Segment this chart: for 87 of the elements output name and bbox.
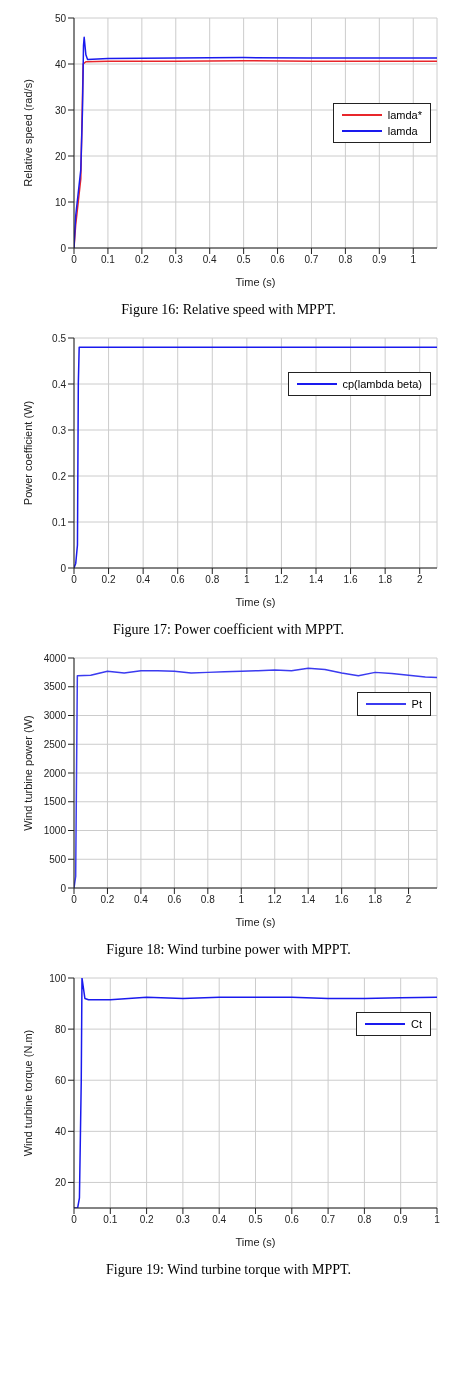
x-tick-label: 0 [71,254,78,266]
x-tick-label: 0.4 [136,574,151,586]
x-tick-label: 1 [238,894,245,906]
y-tick-label: 1500 [43,796,67,808]
y-tick-label: 0.2 [52,470,67,482]
caption: Figure 16: Relative speed with MPPT. [120,302,337,318]
y-tick-label: 500 [49,853,67,865]
x-tick-label: 0.3 [168,254,184,266]
x-tick-label: 0.1 [100,254,116,266]
x-tick-label: 0 [71,574,78,586]
x-tick-label: 1.6 [334,894,350,906]
x-tick-label: 0.8 [357,1214,372,1226]
x-tick-label: 0.8 [200,894,216,906]
x-tick-label: 1.6 [343,574,358,586]
legend-label: lamda [387,124,418,139]
x-tick-label: 0.4 [202,254,218,266]
legend-label: Ct [411,1017,422,1032]
y-tick-label: 0 [60,242,67,254]
y-tick-label: 20 [54,1176,67,1188]
legend-label: Pt [411,697,422,712]
x-tick-label: 1.8 [368,894,383,906]
x-tick-label: 1.4 [309,574,324,586]
x-tick-label: 0.2 [101,574,116,586]
x-tick-label: 2 [416,574,423,586]
y-tick-label: 2500 [43,738,67,750]
x-tick-label: 1 [434,1214,441,1226]
y-tick-label: 0 [60,882,67,894]
x-tick-label: 1.2 [274,574,289,586]
y-tick-label: 60 [54,1074,67,1086]
y-tick-label: 80 [54,1023,67,1035]
x-axis-title: Time (s) [235,916,276,928]
y-axis-title: Relative speed (rad/s) [21,79,34,187]
x-tick-label: 1.2 [267,894,283,906]
x-tick-label: 0.2 [100,894,115,906]
y-tick-label: 0.3 [52,424,67,436]
x-tick-label: 0.9 [372,254,387,266]
x-tick-label: 1.4 [301,894,316,906]
x-tick-label: 0.1 [103,1214,118,1226]
y-tick-label: 3500 [43,681,67,693]
x-tick-label: 0.4 [212,1214,227,1226]
caption: Figure 19: Wind turbine torque with MPPT. [104,1262,353,1278]
y-tick-label: 100 [49,972,67,984]
x-tick-label: 0.9 [393,1214,409,1226]
y-tick-label: 10 [54,196,67,208]
legend-label: lamda* [387,108,422,123]
x-tick-label: 0 [71,1214,78,1226]
x-tick-label: 0.2 [134,254,150,266]
x-tick-label: 0.7 [321,1214,336,1226]
x-tick-label: 0.5 [248,1214,263,1226]
x-tick-label: 0.6 [284,1214,300,1226]
x-tick-label: 1 [410,254,417,266]
y-tick-label: 0.4 [52,378,67,390]
x-tick-label: 1.8 [378,574,393,586]
y-tick-label: 30 [54,104,67,116]
y-tick-label: 20 [54,150,67,162]
y-tick-label: 1000 [43,825,67,837]
x-tick-label: 0 [71,894,78,906]
x-tick-label: 0.8 [205,574,220,586]
y-axis-title: Wind turbine power (W) [21,715,34,831]
x-tick-label: 0.2 [139,1214,154,1226]
y-tick-label: 0.5 [52,332,67,344]
x-tick-label: 0.4 [133,894,149,906]
y-tick-label: 40 [54,1125,67,1137]
x-axis-title: Time (s) [235,596,276,608]
x-axis-title: Time (s) [235,1236,276,1248]
y-tick-label: 4000 [43,652,67,664]
y-tick-label: 3000 [43,710,67,722]
caption: Figure 17: Power coefficient with MPPT. [111,622,346,638]
x-tick-label: 2 [405,894,412,906]
x-tick-label: 0.3 [175,1214,191,1226]
y-tick-label: 40 [54,58,67,70]
y-tick-label: 50 [54,12,67,24]
x-tick-label: 0.8 [338,254,353,266]
y-tick-label: 0 [60,562,67,574]
x-tick-label: 0.7 [304,254,319,266]
legend-label: cp(lambda beta) [342,377,422,392]
x-tick-label: 0.5 [236,254,252,266]
caption: Figure 18: Wind turbine power with MPPT. [105,942,352,958]
x-axis-title: Time (s) [235,276,276,288]
y-axis-title: Wind turbine torque (N.m) [21,1029,34,1157]
y-tick-label: 0.1 [52,516,67,528]
x-tick-label: 0.6 [270,254,285,266]
y-axis-title: Power coefficient (W) [21,400,34,506]
x-tick-label: 0.6 [170,574,186,586]
x-tick-label: 1 [244,574,251,586]
y-tick-label: 2000 [43,767,67,779]
x-tick-label: 0.6 [167,894,182,906]
